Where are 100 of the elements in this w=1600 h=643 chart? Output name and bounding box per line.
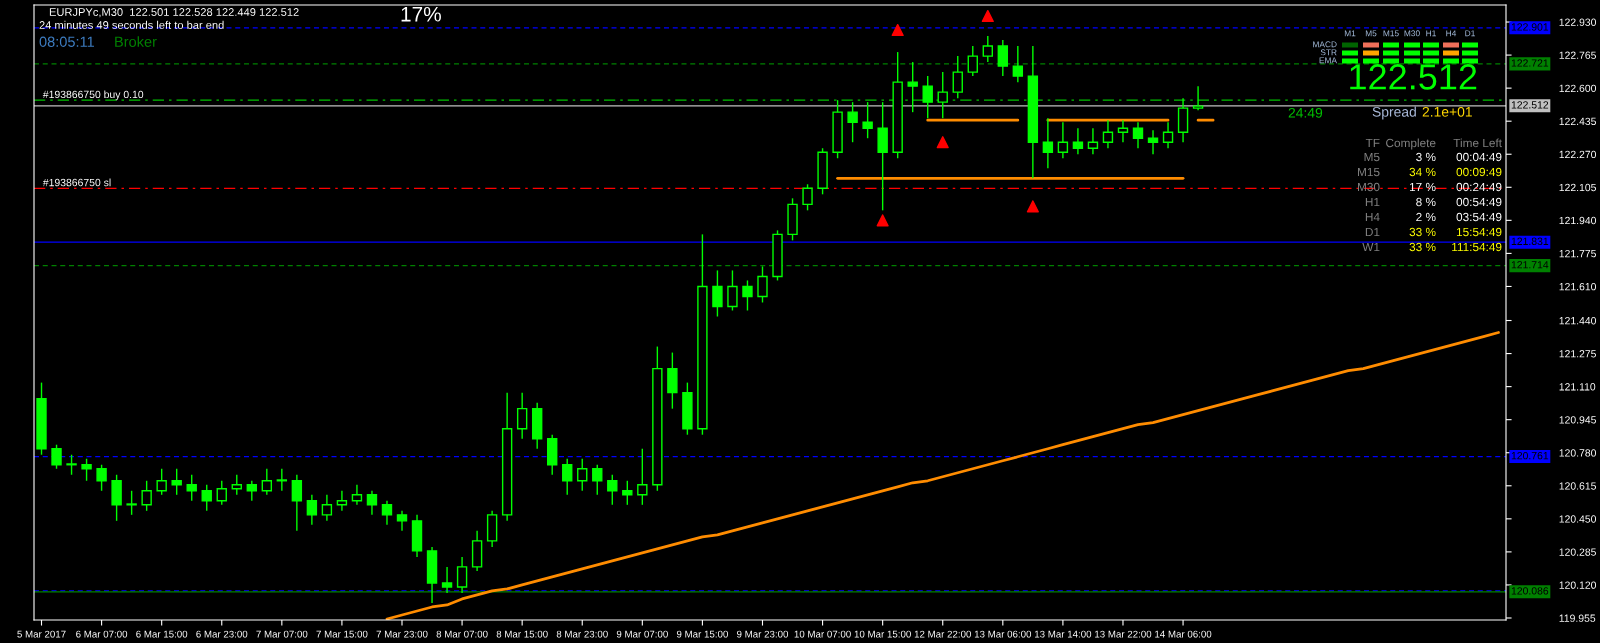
annotation: 2 %: [1416, 212, 1436, 222]
annotation: 34 %: [1409, 167, 1436, 177]
candlestick: [351, 484, 363, 506]
x-tick-label: 9 Mar 15:00: [676, 630, 728, 638]
annotation: 122.512: [1350, 64, 1477, 90]
x-tick-label: 9 Mar 23:00: [737, 630, 789, 638]
candlestick: [1117, 119, 1129, 143]
point: [1026, 200, 1039, 213]
annotation: 3 %: [1416, 152, 1436, 162]
annotation: 33 %: [1409, 227, 1436, 237]
ref-line-label: 120.761: [1511, 451, 1549, 460]
y-tick-label: 122.270: [1559, 150, 1597, 159]
annotation: 24:49: [1288, 107, 1323, 118]
y-tick-label: 121.110: [1559, 383, 1596, 391]
candlestick: [937, 71, 948, 119]
annotation: 00:09:49: [1456, 167, 1502, 177]
candlestick: [1042, 117, 1054, 169]
annotation: M30: [1404, 30, 1420, 37]
candlestick: [81, 458, 92, 482]
candlestick: [1057, 121, 1069, 159]
annotation: TF: [1365, 138, 1380, 148]
candlestick: [1132, 121, 1144, 149]
y-tick-label: 122.600: [1559, 84, 1597, 93]
annotation: H4: [1365, 212, 1380, 222]
candlestick: [156, 468, 167, 496]
point: [981, 9, 994, 23]
annotation: H1: [1426, 30, 1436, 37]
chart-title: EURJPYc,M30 122.501 122.528 122.449 122.512: [49, 8, 299, 18]
point: [891, 23, 904, 37]
annotation: MACD: [1313, 41, 1337, 48]
candlestick: [201, 484, 212, 512]
y-tick-label: 121.275: [1559, 350, 1596, 358]
candlestick: [607, 474, 618, 506]
candlestick: [847, 101, 858, 143]
point: [936, 136, 949, 149]
x-tick-label: 6 Mar 15:00: [136, 630, 188, 638]
y-tick-label: 121.610: [1559, 282, 1597, 291]
annotation: STR: [1320, 49, 1337, 56]
candlestick: [231, 474, 242, 496]
x-tick-label: 7 Mar 07:00: [256, 630, 308, 638]
candlestick: [997, 39, 1009, 77]
x-tick-label: 13 Mar 14:00: [1035, 630, 1092, 638]
candlestick: [1072, 127, 1084, 155]
y-tick-label: 122.765: [1559, 51, 1596, 59]
candlestick: [1192, 85, 1204, 111]
x-tick-label: 14 Mar 06:00: [1155, 630, 1212, 638]
candlestick: [321, 494, 333, 522]
y-tick-label: 120.780: [1559, 449, 1597, 457]
ref-line-label: 122.512: [1511, 101, 1549, 109]
candlestick: [246, 480, 257, 502]
annotation: 33 %: [1409, 242, 1436, 252]
annotation: M30: [1358, 182, 1380, 192]
x-tick-label: 7 Mar 15:00: [316, 630, 368, 638]
annotation: 00:54:49: [1456, 197, 1502, 207]
candlestick: [622, 480, 633, 506]
x-tick-label: 6 Mar 23:00: [196, 630, 248, 638]
point: [876, 214, 889, 227]
candlestick: [216, 480, 227, 506]
candlestick: [336, 490, 348, 512]
candlestick: [66, 454, 77, 476]
y-tick-label: 120.120: [1559, 581, 1597, 589]
x-tick-label: 10 Mar 07:00: [794, 630, 851, 638]
x-tick-label: 13 Mar 06:00: [974, 630, 1032, 638]
y-tick-label: 120.450: [1559, 515, 1597, 523]
y-tick-label: 122.435: [1559, 117, 1596, 126]
y-tick-label: 120.945: [1559, 416, 1596, 424]
y-tick-label: 119.955: [1559, 614, 1596, 622]
annotation: 8 %: [1416, 197, 1436, 207]
y-tick-label: 120.615: [1559, 482, 1596, 490]
candlestick: [952, 55, 963, 99]
annotation: 00:24:49: [1456, 182, 1502, 192]
annotation: D1: [1465, 30, 1475, 37]
candlestick: [562, 458, 573, 496]
ref-line-label: #193866750 buy 0.10: [42, 90, 144, 101]
x-tick-label: 7 Mar 23:00: [376, 630, 428, 638]
annotation: 08:05:11: [39, 36, 94, 47]
candlestick: [982, 35, 993, 63]
candlestick: [1162, 121, 1174, 149]
annotation: Broker: [115, 36, 157, 47]
candlestick: [862, 101, 873, 139]
candlestick: [186, 474, 197, 502]
candlestick: [171, 468, 182, 496]
y-tick-label: 121.940: [1559, 216, 1597, 225]
ref-line-label: #193866750 sl: [42, 178, 111, 187]
annotation: H1: [1365, 197, 1380, 207]
candlestick: [291, 474, 303, 532]
ref-line-label: 122.721: [1511, 59, 1549, 67]
candlestick: [456, 556, 468, 594]
annotation: M5: [1364, 152, 1380, 162]
ref-line-label: 120.086: [1511, 587, 1549, 595]
annotation: 111:54:49: [1452, 242, 1502, 252]
y-tick-label: 122.105: [1559, 183, 1596, 192]
annotation: 17%: [401, 6, 441, 22]
x-tick-label: 13 Mar 22:00: [1095, 630, 1152, 638]
candlestick: [757, 265, 768, 304]
y-tick-label: 121.775: [1559, 249, 1596, 258]
candlestick: [592, 464, 603, 496]
candlestick: [967, 45, 978, 77]
x-tick-label: 8 Mar 07:00: [436, 630, 488, 638]
annotation: EMA: [1319, 57, 1337, 64]
